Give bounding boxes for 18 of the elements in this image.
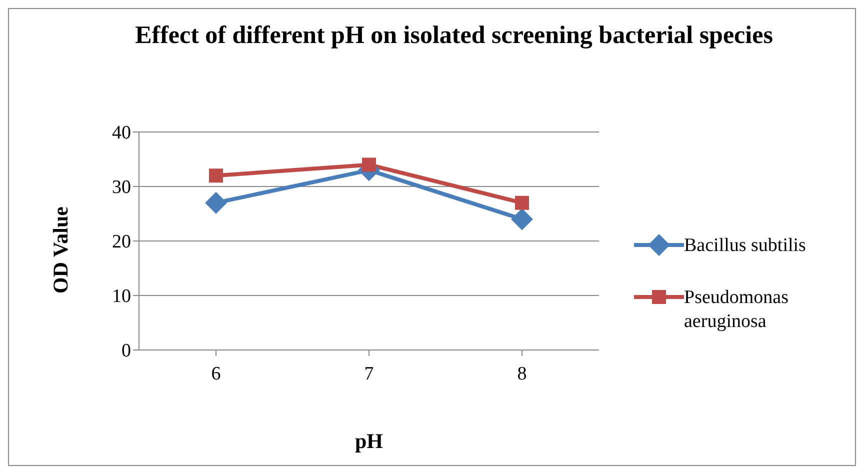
y-tick-label: 30	[112, 177, 131, 198]
point	[209, 168, 223, 183]
x-tick-label: 7	[364, 363, 374, 384]
point	[362, 158, 376, 172]
y-tick-label: 40	[112, 122, 131, 144]
y-axis-title: OD Value	[48, 206, 74, 294]
point	[511, 208, 533, 230]
chart-title: Effect of different pH on isolated screening bacterial species	[134, 21, 774, 51]
point	[205, 192, 227, 214]
legend-label: Pseudomonas aeruginosa	[684, 286, 790, 334]
x-tick-label: 6	[211, 363, 221, 384]
x-axis-title: pH	[354, 429, 384, 454]
y-tick-label: 10	[112, 286, 131, 308]
y-tick-label: 20	[112, 232, 131, 253]
x-tick-label: 8	[517, 363, 527, 384]
y-tick-label: 0	[122, 340, 131, 362]
legend-label: Bacillus subtilis	[684, 234, 807, 258]
point	[515, 196, 529, 210]
